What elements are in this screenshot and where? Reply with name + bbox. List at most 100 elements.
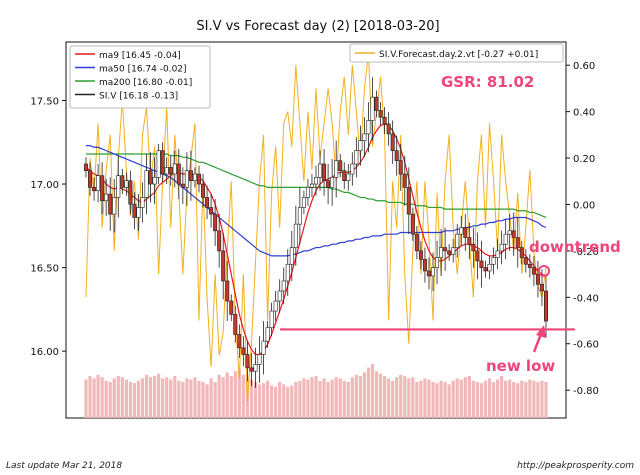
down-candle-body bbox=[338, 160, 343, 171]
down-candle-body bbox=[108, 193, 113, 215]
down-candle-body bbox=[168, 167, 173, 175]
candlestick bbox=[168, 155, 173, 186]
candlestick bbox=[104, 179, 109, 216]
down-candle-body bbox=[422, 258, 427, 272]
volume-bar bbox=[443, 382, 447, 418]
volume-layer bbox=[84, 364, 548, 418]
candlestick bbox=[386, 112, 391, 146]
candlestick bbox=[225, 260, 230, 322]
candlestick bbox=[435, 240, 440, 285]
candlestick bbox=[338, 153, 343, 178]
volume-bar bbox=[528, 379, 532, 418]
down-candle-body bbox=[205, 197, 210, 208]
volume-bar bbox=[120, 377, 124, 418]
volume-bar bbox=[495, 379, 500, 418]
down-candle-body bbox=[88, 170, 93, 188]
legend-left-box bbox=[69, 45, 211, 109]
up-candle-body bbox=[124, 180, 129, 188]
candlestick bbox=[334, 140, 339, 198]
candlestick bbox=[451, 239, 456, 263]
down-candle-body bbox=[160, 150, 165, 175]
candlestick bbox=[398, 143, 403, 191]
up-candle-body bbox=[362, 133, 367, 141]
down-candle-body bbox=[406, 187, 411, 215]
low-marker-circle bbox=[538, 265, 550, 277]
candlestick bbox=[418, 240, 423, 270]
volume-bar bbox=[197, 380, 201, 418]
volume-bar bbox=[128, 382, 132, 418]
candlestick bbox=[305, 179, 310, 206]
volume-bar bbox=[435, 383, 439, 418]
down-candle-body bbox=[447, 250, 452, 255]
candlestick bbox=[370, 77, 375, 141]
candlestick bbox=[281, 267, 286, 305]
candlestick bbox=[112, 179, 117, 233]
volume-bar bbox=[540, 380, 544, 418]
candlestick bbox=[382, 107, 387, 134]
up-candle-body bbox=[499, 243, 504, 252]
up-candle-body bbox=[313, 177, 318, 185]
volume-bar bbox=[391, 380, 395, 418]
volume-bar bbox=[209, 378, 213, 418]
up-candle-body bbox=[96, 175, 101, 192]
volume-bar bbox=[84, 379, 88, 418]
right-axis-tick-label: 0.00 bbox=[573, 200, 595, 211]
volume-bar bbox=[346, 382, 350, 418]
down-candle-body bbox=[410, 213, 415, 235]
volume-bar bbox=[225, 372, 229, 418]
volume-bar bbox=[358, 376, 362, 418]
candlestick bbox=[293, 205, 298, 266]
down-candle-body bbox=[418, 250, 423, 260]
volume-bar bbox=[261, 383, 266, 418]
candlestick bbox=[374, 90, 379, 118]
candlestick bbox=[273, 290, 278, 322]
candlestick bbox=[467, 222, 472, 260]
candlestick bbox=[362, 117, 367, 158]
candlestick bbox=[172, 150, 177, 188]
candlestick bbox=[475, 232, 480, 280]
legend-right-entry: SI.V.Forecast.day.2.vt [-0.27 +0.01] bbox=[379, 50, 538, 60]
volume-bar bbox=[415, 382, 419, 418]
volume-bar bbox=[278, 382, 282, 418]
volume-bar bbox=[310, 377, 314, 418]
candlestick bbox=[402, 155, 407, 206]
candlestick bbox=[326, 163, 331, 205]
volume-bar bbox=[253, 382, 258, 418]
up-candle-body bbox=[289, 247, 294, 265]
volume-bar bbox=[374, 371, 379, 418]
new-low-arrow-shaft bbox=[532, 333, 543, 353]
volume-bar bbox=[157, 373, 161, 418]
volume-bar bbox=[96, 374, 100, 418]
candlestick bbox=[346, 163, 351, 191]
up-candle-body bbox=[104, 193, 109, 202]
volume-bar bbox=[366, 367, 371, 418]
volume-bar bbox=[504, 380, 508, 418]
candlestick bbox=[221, 232, 226, 300]
right-axis-tick-label: -0.60 bbox=[573, 340, 599, 351]
down-candle-body bbox=[100, 175, 105, 202]
down-candle-body bbox=[241, 347, 246, 355]
volume-bar bbox=[173, 376, 177, 418]
volume-bar bbox=[318, 380, 322, 418]
up-candle-body bbox=[334, 160, 339, 178]
candlestick bbox=[515, 217, 520, 268]
down-candle-body bbox=[120, 175, 125, 188]
volume-bar bbox=[270, 385, 274, 418]
up-candle-body bbox=[297, 207, 302, 225]
up-candle-body bbox=[156, 150, 161, 178]
down-candle-body bbox=[188, 170, 193, 182]
candlestick bbox=[233, 306, 238, 343]
volume-bar bbox=[104, 380, 108, 418]
volume-bar bbox=[286, 386, 290, 418]
volume-bar bbox=[92, 378, 96, 418]
volume-bar bbox=[100, 377, 104, 418]
down-candle-body bbox=[237, 334, 242, 349]
volume-bar bbox=[544, 382, 548, 418]
down-candle-body bbox=[543, 290, 548, 322]
candlestick bbox=[132, 192, 137, 230]
up-candle-body bbox=[431, 267, 436, 277]
candlestick bbox=[527, 254, 532, 278]
new-low-arrow-head bbox=[536, 325, 546, 338]
volume-bar bbox=[140, 378, 145, 418]
candlestick bbox=[245, 341, 250, 382]
